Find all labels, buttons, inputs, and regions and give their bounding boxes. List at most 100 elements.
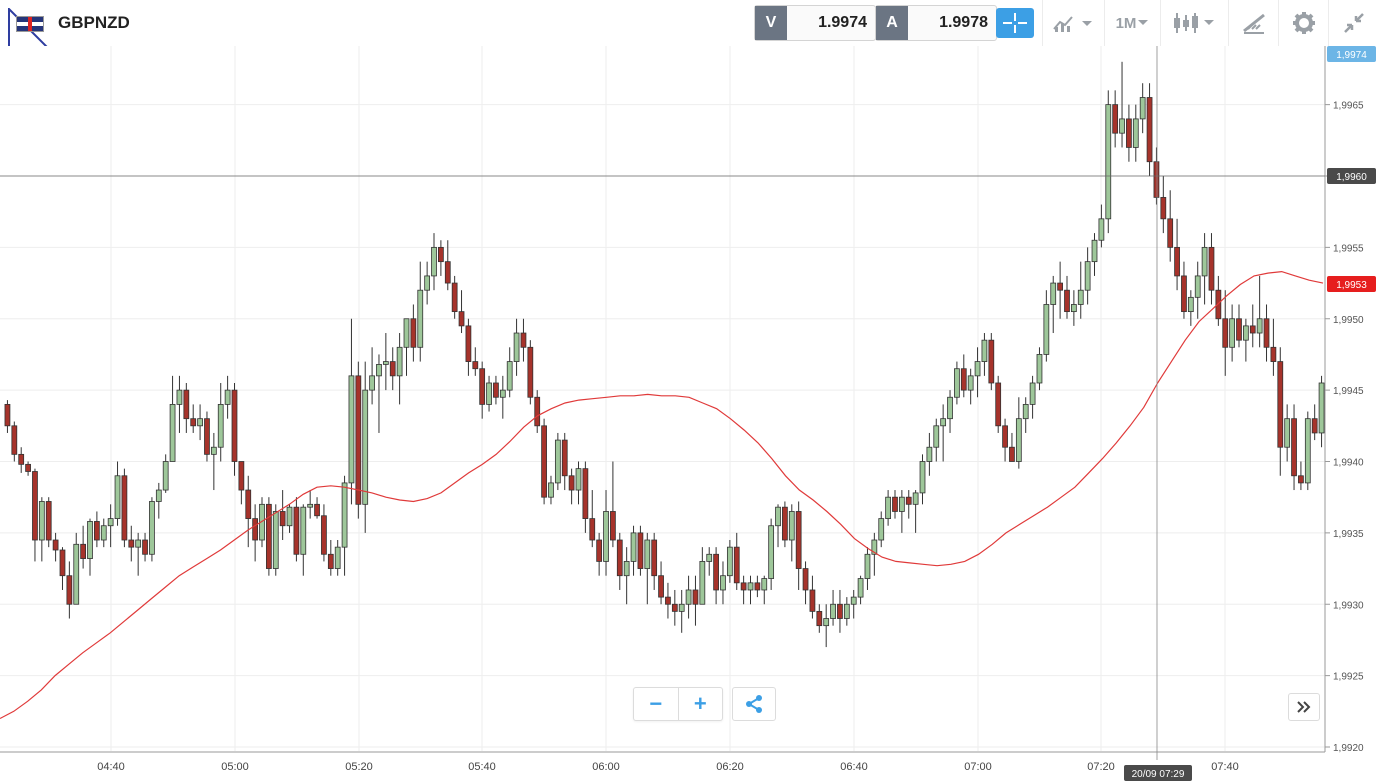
y-tick-label: 1,9950 (1333, 315, 1364, 326)
zoom-in-button[interactable]: + (693, 691, 707, 716)
indicators-button[interactable] (1042, 0, 1105, 46)
candle (142, 539, 148, 555)
share-button[interactable] (732, 687, 776, 721)
crosshair-button[interactable] (996, 8, 1034, 38)
candle (616, 539, 623, 577)
candle (376, 364, 382, 377)
candle (417, 289, 424, 348)
y-tick-label: 1,9925 (1333, 672, 1364, 683)
candle (307, 503, 314, 508)
zoom-out-button[interactable]: − (634, 688, 679, 720)
candle (1298, 475, 1304, 484)
crosshair-icon-part (1014, 25, 1016, 33)
candle (1229, 318, 1235, 348)
candle (410, 318, 417, 348)
candle (499, 389, 506, 398)
candle (486, 382, 492, 405)
candle (190, 418, 197, 427)
settings-button[interactable] (1278, 0, 1329, 46)
drawing-tools-icon (1243, 13, 1265, 34)
x-tick-label: 06:00 (592, 761, 620, 773)
candle (1050, 282, 1057, 305)
y-tick-label: 1,9945 (1333, 386, 1364, 397)
drawing-tools-button[interactable] (1228, 0, 1279, 46)
candle (94, 521, 100, 541)
candle (1126, 118, 1132, 148)
candle (1194, 275, 1201, 298)
candle (272, 511, 279, 569)
indicators-icon (1053, 16, 1092, 32)
candle (341, 482, 348, 548)
candle (465, 325, 472, 362)
scroll-to-latest-button[interactable] (1288, 693, 1320, 721)
candle (38, 501, 45, 541)
candle (1243, 325, 1249, 341)
candle (396, 346, 403, 377)
candle (87, 521, 93, 559)
x-tick-label: 06:40 (840, 761, 868, 773)
candle (974, 361, 981, 377)
crosshair-icon-part (1003, 22, 1012, 24)
y-tick-label: 1,9930 (1333, 600, 1364, 611)
candle (843, 603, 850, 619)
zoom-controls: − + (633, 687, 723, 721)
candle (1043, 304, 1050, 355)
candle (493, 382, 499, 398)
y-tick-label: 1,9940 (1333, 458, 1364, 469)
candle (389, 361, 396, 377)
candle (1181, 275, 1187, 313)
candle (754, 582, 761, 591)
ma-price-tag: 1,9953 (1336, 280, 1367, 291)
bid-quote[interactable]: V 1.9974 (754, 5, 876, 41)
candle (802, 568, 809, 591)
candle (224, 389, 231, 405)
candle (658, 575, 664, 598)
y-tick-label: 1,9965 (1333, 101, 1364, 112)
x-tick-label: 05:00 (221, 761, 249, 773)
candle (1077, 289, 1084, 305)
candle (933, 425, 940, 448)
candle (472, 361, 479, 370)
candle (1187, 296, 1194, 313)
candle (768, 525, 775, 579)
candle (747, 582, 754, 591)
ask-quote[interactable]: A 1.9978 (875, 5, 997, 41)
candle (231, 389, 238, 462)
candle (286, 506, 293, 527)
instrument-symbol[interactable]: GBPNZD (58, 13, 130, 32)
candle (1084, 261, 1091, 291)
candle (1070, 304, 1077, 313)
candle (334, 546, 341, 569)
candle (589, 518, 596, 541)
candle (1256, 318, 1263, 334)
bid-letter: V (755, 6, 787, 40)
candle (424, 275, 431, 291)
candle (259, 503, 265, 541)
candle (960, 368, 967, 391)
candle (107, 518, 114, 527)
candle (1222, 318, 1229, 348)
ask-value: 1.9978 (939, 14, 988, 31)
candle (871, 539, 878, 555)
price-chart[interactable]: 1,9920 1,9925 1,9930 1,9935 1,9940 1,9945 1,99… (0, 46, 1378, 783)
candle (678, 603, 685, 612)
timeframe-label: 1M (1115, 14, 1137, 32)
candle (1119, 118, 1125, 134)
candle (11, 425, 18, 455)
candle (1132, 118, 1139, 148)
candle (135, 539, 142, 548)
candle (864, 553, 871, 579)
collapse-button[interactable] (1328, 0, 1378, 46)
y-tick-label: 1,9920 (1333, 743, 1364, 754)
candle (80, 543, 86, 559)
timeframe-dropdown[interactable]: 1M (1104, 0, 1161, 46)
candle-type-button[interactable] (1160, 0, 1229, 46)
candle (210, 446, 217, 455)
candle (1263, 318, 1270, 348)
instrument-toolbar: GBPNZD V 1.9974 A 1.9978 1M (0, 0, 1378, 60)
candle (981, 339, 988, 362)
candle (279, 511, 286, 527)
gb-nz-flag-icon (16, 16, 44, 32)
candle (988, 339, 995, 384)
candle (892, 496, 898, 512)
